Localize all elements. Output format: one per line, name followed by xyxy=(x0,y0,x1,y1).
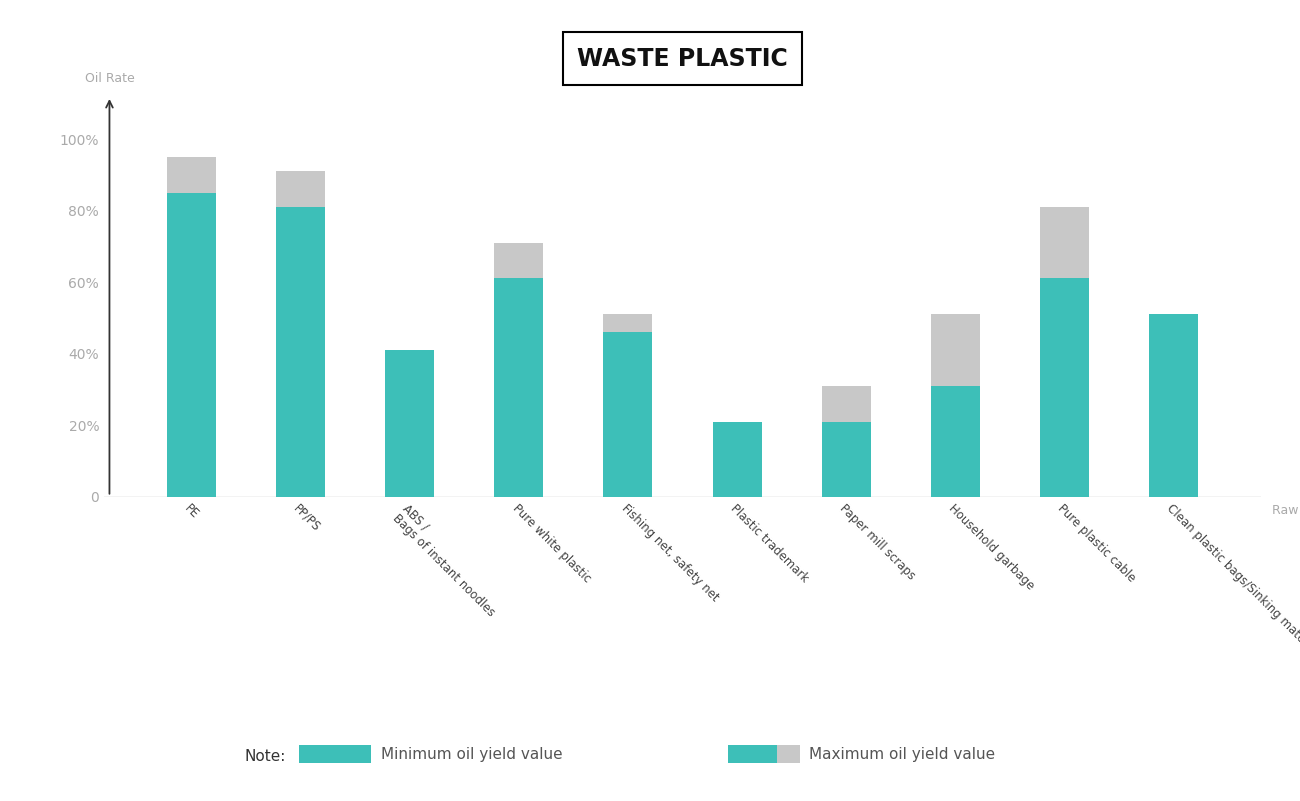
Bar xyxy=(166,157,216,193)
Text: Minimum oil yield value: Minimum oil yield value xyxy=(381,747,563,762)
Text: Maximum oil yield value: Maximum oil yield value xyxy=(809,747,994,762)
Bar xyxy=(276,171,325,207)
FancyBboxPatch shape xyxy=(777,745,800,763)
Bar xyxy=(1149,314,1199,497)
Bar xyxy=(931,386,980,497)
FancyBboxPatch shape xyxy=(299,745,370,763)
Bar xyxy=(822,421,871,497)
Text: Note:: Note: xyxy=(244,750,286,764)
Bar xyxy=(1040,207,1089,279)
Bar xyxy=(712,421,762,497)
Bar xyxy=(931,314,980,386)
Bar xyxy=(603,314,653,332)
Bar xyxy=(276,207,325,497)
Bar xyxy=(166,193,216,497)
Bar xyxy=(822,386,871,421)
Title: WASTE PLASTIC: WASTE PLASTIC xyxy=(577,46,788,70)
Bar xyxy=(494,279,543,497)
Bar xyxy=(494,243,543,279)
Bar xyxy=(1040,279,1089,497)
Bar xyxy=(385,350,434,497)
Bar xyxy=(603,332,653,497)
Text: Raw Materials: Raw Materials xyxy=(1271,504,1300,517)
Text: Oil Rate: Oil Rate xyxy=(84,72,134,86)
FancyBboxPatch shape xyxy=(728,745,777,763)
